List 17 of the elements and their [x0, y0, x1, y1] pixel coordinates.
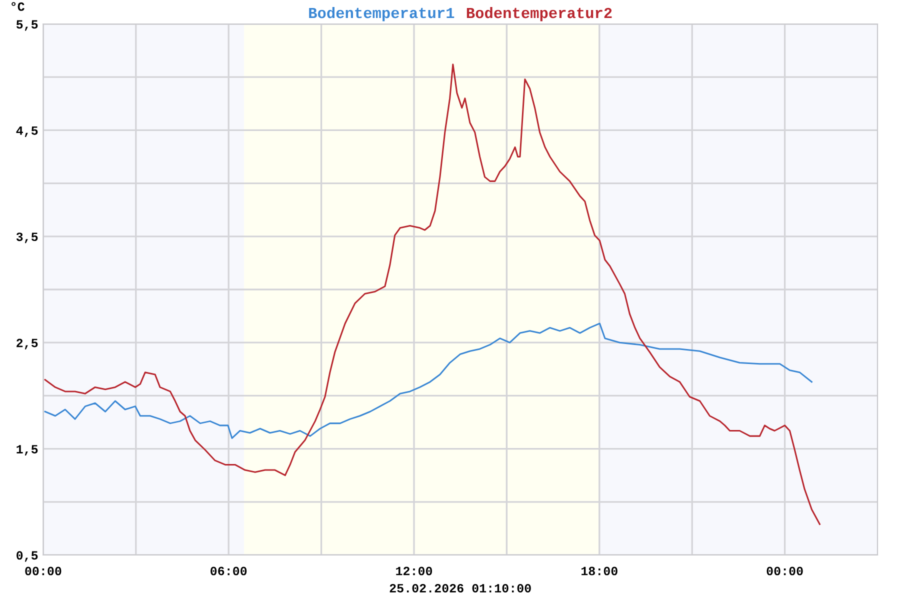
line-series: [44, 64, 820, 525]
y-tick-label: 5,5: [16, 20, 38, 31]
text: Bodentemperatur2: [466, 6, 612, 22]
x-tick-label: 00:00: [766, 566, 803, 576]
y-axis-title: °C: [12, 2, 24, 11]
y-tick-label: 0,5: [16, 551, 38, 562]
text: Bodentemperatur1: [309, 6, 454, 22]
y-tick-label: 1,5: [16, 445, 38, 456]
line-series: [44, 322, 812, 439]
y-tick-label: 2,5: [16, 338, 38, 350]
x-tick-label: 06:00: [210, 566, 247, 576]
x-tick-label: 00:00: [25, 566, 62, 576]
x-tick-label: 18:00: [581, 566, 618, 576]
x-axis-title: 25.02.2026 01:10:00: [390, 584, 531, 592]
y-tick-label: 3,5: [16, 232, 38, 244]
x-tick-label: 12:00: [396, 566, 432, 576]
y-tick-label: 4,5: [16, 126, 38, 137]
